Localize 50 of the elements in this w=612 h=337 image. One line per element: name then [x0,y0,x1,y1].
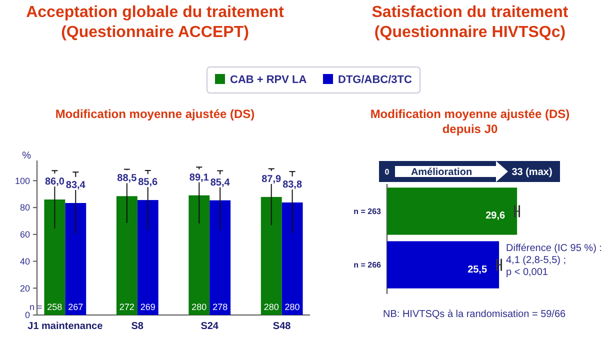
annotation: Différence (IC 95 %) : 4,1 (2,8-5,5) ; p < 0,001 [506,243,602,278]
annotation: 269 [140,302,156,312]
y-tick-label: 0 [24,310,30,320]
annotation: 280 [264,302,279,312]
annotation: 280 [192,302,207,312]
y-axis-title: % [22,150,32,162]
data-label: 83,8 [282,179,302,190]
x-tick-label: J1 maintenance [28,321,104,332]
x-tick-label: 33 (max) [512,167,552,178]
chart-subtitle: Modification moyenne ajustée (DS) [55,107,255,121]
y-tick-label: 80 [20,202,30,213]
bar [44,200,66,315]
y-tick-label: 40 [20,256,30,266]
bar [116,196,138,315]
bar [210,200,231,315]
text: NB: HIVTSQs à la randomisation = 59/66 [383,309,566,320]
chart-title: Acceptation globale du traitement (Questionnaire ACCEPT) [26,4,285,41]
data-label: 85,6 [138,177,158,188]
y-tick-label: 100 [14,176,30,186]
y-tick-label: 60 [20,230,30,240]
data-label: 88,5 [117,173,138,184]
x-tick-label: S8 [131,321,144,332]
legend-label: DTG/ABC/3TC [338,74,412,86]
chart-title: Satisfaction du traitement (Questionnaire HIVTSQc) [372,4,569,41]
data-label: 86,0 [44,176,65,188]
annotation: 278 [212,302,228,312]
bar [282,202,303,315]
annotation: 258 [47,302,62,312]
y-tick-label: n = 266 [354,260,382,270]
annotation: n = [29,302,42,312]
data-label: 25,5 [468,264,488,276]
bar [65,202,86,315]
annotation: 280 [284,302,300,312]
chart-subtitle: Modification moyenne ajustée (DS) depuis J0 [370,107,570,136]
bar [260,196,282,315]
data-label: 83,4 [66,180,86,191]
annotation: 267 [68,302,84,312]
data-label: 87,9 [262,174,282,185]
annotation: 272 [119,302,134,312]
legend-label: CAB + RPV LA [230,74,307,86]
y-tick-label: 20 [20,283,30,294]
x-tick-label: S48 [272,321,292,332]
bar [137,200,158,315]
x-tick-label: S24 [200,321,219,332]
data-label: 89,1 [189,172,210,184]
x-axis-title: Amélioration [410,167,472,178]
y-tick-label: n = 263 [354,206,382,216]
bar [188,195,210,315]
data-label: 85,4 [210,177,230,188]
data-label: 29,6 [486,210,506,222]
